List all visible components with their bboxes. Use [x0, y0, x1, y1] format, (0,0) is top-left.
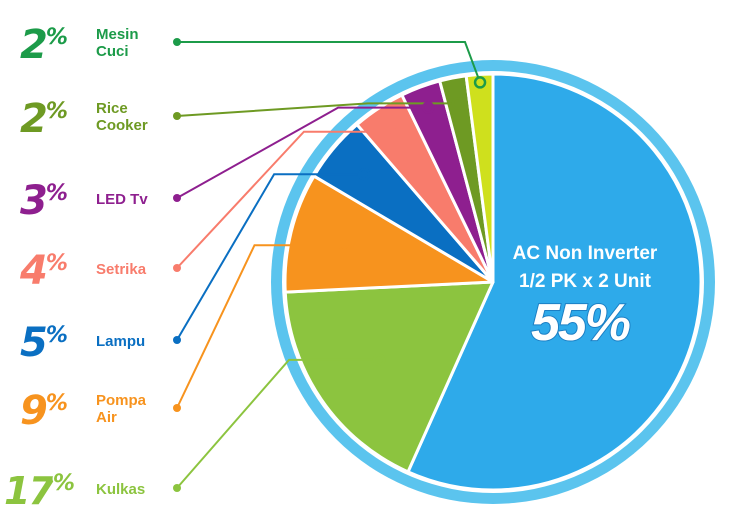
- legend-percent-led-tv: 3%: [20, 178, 67, 224]
- legend-percent-kulkas: 17%: [4, 469, 74, 513]
- pie-slice-kulkas: [283, 280, 495, 474]
- leader-dot-setrika: [173, 264, 181, 272]
- legend-percent-mesin-cuci: 2%: [20, 22, 67, 68]
- legend-label-lampu: Lampu: [96, 333, 145, 350]
- legend-label-setrika: Setrika: [96, 261, 147, 278]
- slice-anchor-kulkas: [372, 353, 386, 367]
- legend-label-rice-cooker: Rice Cooker: [96, 100, 148, 134]
- leader-dot-mesin-cuci: [173, 38, 181, 46]
- leader-dot-lampu: [173, 336, 181, 344]
- leader-line-setrika: [176, 130, 394, 269]
- pie-slice-mesin-cuci: [464, 72, 495, 284]
- legend-percent-rice-cooker: 2%: [20, 96, 67, 142]
- slice-anchor-setrika: [387, 125, 401, 138]
- slice-anchor-lampu: [357, 167, 371, 181]
- slice-anchor-led-tv: [421, 101, 435, 114]
- legend-label-kulkas: Kulkas: [96, 481, 145, 498]
- leader-line-kulkas: [176, 358, 380, 489]
- leader-line-pompa-air: [176, 244, 345, 409]
- leader-dot-kulkas: [173, 484, 181, 492]
- main-slice-value: 55%: [531, 294, 630, 352]
- legend-percent-setrika: 4%: [19, 248, 67, 294]
- slice-anchor-rice-cooker: [451, 97, 465, 110]
- leader-line-led-tv: [176, 106, 429, 199]
- slice-anchor-mesin-cuci: [473, 76, 487, 89]
- legend-label-pompa-air: Pompa Air: [96, 392, 147, 426]
- leader-dot-pompa-air: [173, 404, 181, 412]
- pie-slice-pompa-air: [283, 174, 495, 294]
- main-slice-label-line2: 1/2 PK x 2 Unit: [519, 271, 652, 292]
- legend-label-mesin-cuci: Mesin Cuci: [96, 26, 139, 60]
- leader-dot-led-tv: [173, 194, 181, 202]
- legend-percent-lampu: 5%: [20, 320, 67, 366]
- leader-dot-rice-cooker: [173, 112, 181, 120]
- main-slice-label-line1: AC Non Inverter: [513, 243, 658, 264]
- leader-line-mesin-cuci: [177, 41, 481, 83]
- slice-anchor-pompa-air: [338, 238, 351, 252]
- legend-label-led-tv: LED Tv: [96, 191, 148, 208]
- legend-percent-pompa-air: 9%: [20, 388, 67, 434]
- leader-line-lampu: [176, 173, 365, 341]
- pie-slice-ac-non-inverter-1-2-pk-x-2-unit: [406, 72, 703, 492]
